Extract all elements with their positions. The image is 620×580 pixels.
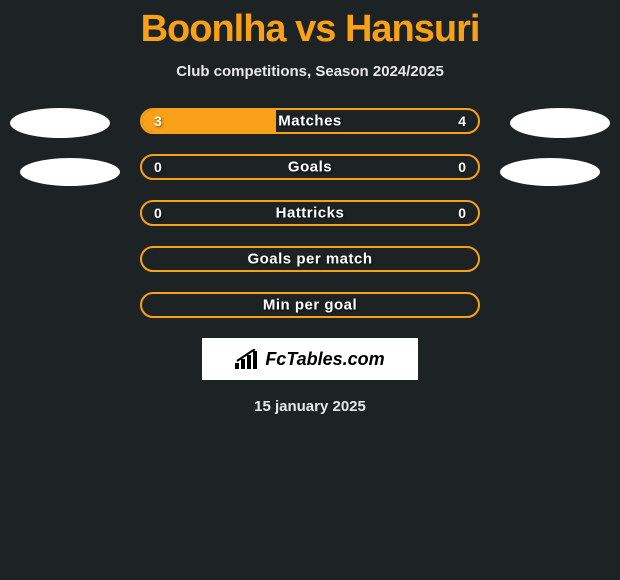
stat-value-right: 0 [458,159,466,175]
stat-value-right: 0 [458,205,466,221]
stat-label: Goals per match [142,251,478,268]
player-avatar-left-2 [20,158,120,186]
stat-bar-goals-per-match: Goals per match [140,246,480,272]
stat-label: Matches [142,113,478,130]
stat-bar-goals: 0 Goals 0 [140,154,480,180]
subtitle: Club competitions, Season 2024/2025 [0,63,620,80]
chart-icon [235,349,259,369]
stat-bar-min-per-goal: Min per goal [140,292,480,318]
date-text: 15 january 2025 [0,398,620,415]
stat-bar-hattricks: 0 Hattricks 0 [140,200,480,226]
stat-bar-matches: 3 Matches 4 [140,108,480,134]
stat-value-right: 4 [458,113,466,129]
stat-label: Goals [142,159,478,176]
page-title: Boonlha vs Hansuri [0,8,620,51]
stat-bars: 3 Matches 4 0 Goals 0 0 Hattricks 0 [140,108,480,318]
stat-label: Min per goal [142,297,478,314]
player-avatar-left-1 [10,108,110,138]
main-container: Boonlha vs Hansuri Club competitions, Se… [0,0,620,415]
player-avatar-right-2 [500,158,600,186]
stat-label: Hattricks [142,205,478,222]
brand-text: FcTables.com [265,349,384,370]
stats-area: 3 Matches 4 0 Goals 0 0 Hattricks 0 [0,108,620,318]
player-avatar-right-1 [510,108,610,138]
brand-badge[interactable]: FcTables.com [202,338,418,380]
